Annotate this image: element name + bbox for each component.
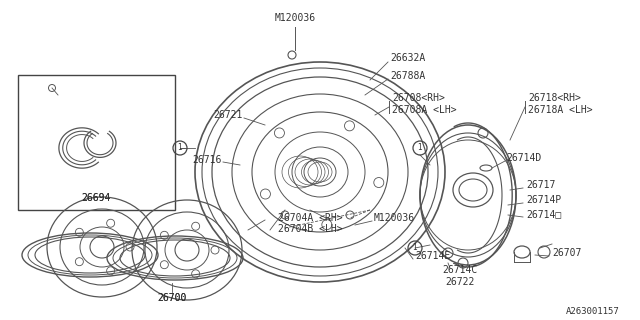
Text: 26716: 26716	[193, 155, 222, 165]
Text: 26632A: 26632A	[390, 53, 425, 63]
Text: A263001157: A263001157	[566, 308, 620, 316]
Text: 26708A <LH>: 26708A <LH>	[392, 105, 456, 115]
Text: 1: 1	[413, 244, 417, 252]
Text: 26707: 26707	[552, 248, 581, 258]
Text: 26700: 26700	[157, 293, 187, 303]
Bar	[18, 75, 175, 210]
Text: 26714D: 26714D	[506, 153, 541, 163]
Text: 26788A: 26788A	[390, 71, 425, 81]
Text: 1: 1	[418, 143, 422, 153]
Text: 26694: 26694	[81, 193, 111, 203]
Text: 26714P: 26714P	[526, 195, 561, 205]
Text: 26714C: 26714C	[442, 265, 477, 275]
Text: M120036: M120036	[374, 213, 415, 223]
Text: 26694: 26694	[81, 193, 111, 203]
Text: 26718<RH>: 26718<RH>	[528, 93, 581, 103]
Text: 26714□: 26714□	[526, 209, 561, 219]
Text: 26700: 26700	[157, 293, 187, 303]
Text: 26721: 26721	[214, 110, 243, 120]
Text: 26708<RH>: 26708<RH>	[392, 93, 445, 103]
Text: 26717: 26717	[526, 180, 556, 190]
Text: 26704A <RH>: 26704A <RH>	[278, 213, 342, 223]
Text: M120036: M120036	[275, 13, 316, 23]
Text: 26714E: 26714E	[415, 251, 451, 261]
Text: 26704B <LH>: 26704B <LH>	[278, 224, 342, 234]
Text: 26718A <LH>: 26718A <LH>	[528, 105, 593, 115]
Text: 1: 1	[178, 143, 182, 153]
Text: 26722: 26722	[445, 277, 475, 287]
